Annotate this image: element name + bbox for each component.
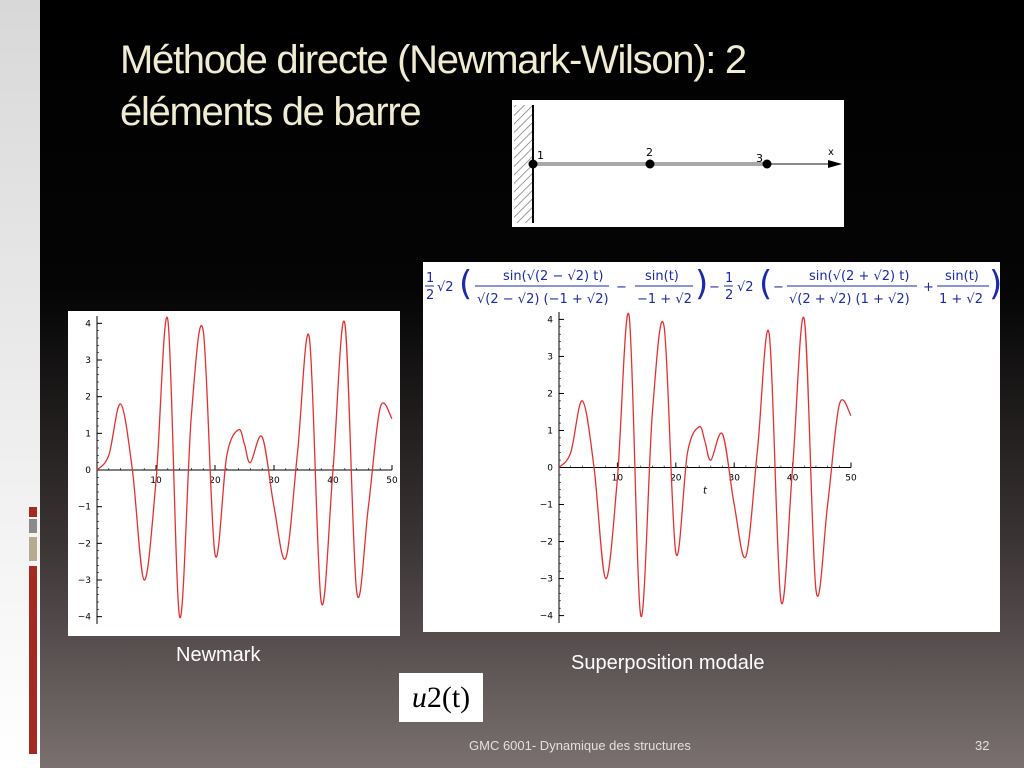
formula-sqrt2-a: √2: [437, 280, 454, 295]
caption-superposition: Superposition modale: [571, 652, 765, 674]
footer-page-number: 32: [975, 738, 990, 753]
modal-y-tick-label: 4: [547, 315, 553, 325]
newmark-series-line: [96, 316, 393, 619]
formula-term1-den: √(2 − √2) (−1 + √2): [477, 292, 609, 307]
formula-term3-den: √(2 + √2) (1 + √2): [789, 292, 910, 307]
modal-y-tick-label: −4: [540, 612, 554, 622]
formula-term2-num: sin(t): [645, 269, 679, 284]
modal-y-tick-label: 2: [547, 389, 553, 399]
formula-term2-den: −1 + √2: [637, 292, 692, 307]
newmark-y-tick-label: 3: [85, 356, 91, 366]
footer-course: GMC 6001- Dynamique des structures: [469, 738, 691, 753]
formula-minus-2: −: [709, 280, 720, 295]
newmark-y-tick-label: 4: [85, 319, 91, 329]
formula-half-num-2: 1: [725, 271, 733, 286]
modal-y-tick-label: −3: [540, 575, 553, 585]
bar-diagram-svg: 1 2 3 x: [514, 105, 842, 223]
formula-half-num: 1: [426, 271, 434, 286]
u2-of-t-label: u 2 (t): [399, 673, 483, 722]
formula-minus-3: −: [773, 280, 784, 295]
formula-sqrt2-b: √2: [737, 280, 754, 295]
modal-x-tick-label: 20: [670, 474, 682, 484]
analytic-formula: 1 2 √2 ( sin(√(2 − √2) t) √(2 − √2) (−1 …: [425, 264, 1000, 307]
formula-term3-num: sin(√(2 + √2) t): [809, 269, 909, 284]
formula-half-den: 2: [426, 288, 434, 303]
svg-text:(: (: [459, 264, 472, 304]
modal-y-tick-label: −2: [540, 538, 553, 548]
newmark-x-tick-label: 20: [209, 476, 221, 486]
modal-y-tick-label: 3: [547, 352, 553, 362]
formula-half-den-2: 2: [725, 288, 733, 303]
formula-term4-den: 1 + √2: [939, 292, 983, 307]
svg-text:): ): [989, 264, 1000, 304]
modal-superposition-plot: 1 2 √2 ( sin(√(2 − √2) t) √(2 − √2) (−1 …: [423, 262, 1000, 632]
newmark-y-tick-label: −4: [78, 613, 92, 623]
modal-y-tick-label: 0: [547, 464, 553, 474]
node-3-label: 3: [756, 152, 763, 165]
modal-x-tick-label: 40: [787, 474, 799, 484]
newmark-y-tick-label: −3: [78, 576, 91, 586]
slide-title-line2: éléments de barre: [120, 90, 422, 134]
fixed-support-hatch: [514, 105, 533, 223]
node-2: [645, 159, 655, 169]
modal-y-tick-label: −1: [540, 501, 553, 511]
newmark-x-tick-label: 40: [327, 476, 339, 486]
formula-term4-num: sin(t): [945, 269, 979, 284]
svg-text:(: (: [759, 264, 772, 304]
newmark-y-tick-label: 1: [85, 429, 91, 439]
node-1-label: 1: [537, 149, 544, 162]
modal-y-tick-label: 1: [547, 426, 553, 436]
newmark-plot: 4 3 2 1 0 −1 −2 −3 −4 10 20 30 40 50: [68, 311, 400, 636]
modal-series-line: [558, 312, 852, 618]
u2-var: u: [411, 680, 427, 714]
slide-title-line1: Méthode directe (Newmark-Wilson): 2: [120, 38, 747, 82]
formula-minus-1: −: [616, 280, 627, 295]
formula-term1-num: sin(√(2 − √2) t): [503, 269, 603, 284]
newmark-x-tick-label: 30: [268, 476, 280, 486]
newmark-x-tick-label: 50: [386, 476, 398, 486]
band-strip-grey: [29, 519, 37, 533]
node-3: [762, 159, 772, 169]
newmark-y-tick-label: −2: [78, 539, 91, 549]
u2-sub: 2: [426, 680, 442, 714]
svg-text:): ): [695, 264, 708, 304]
modal-x-tick-label: 50: [845, 474, 857, 484]
node-1: [528, 159, 538, 169]
axis-arrowhead: [828, 160, 842, 168]
axis-x-label: x: [828, 147, 834, 158]
modal-x-tick-label: 30: [728, 474, 740, 484]
newmark-y-tick-label: 2: [85, 393, 91, 403]
modal-x-axis-label: t: [703, 486, 708, 497]
newmark-y-tick-label: 0: [85, 466, 91, 476]
band-strip-tan: [29, 537, 37, 561]
band-strip-red-top: [29, 507, 37, 517]
u2-arg: (t): [441, 680, 471, 714]
caption-newmark: Newmark: [176, 644, 261, 666]
formula-plus: +: [923, 280, 934, 295]
node-2-label: 2: [646, 146, 653, 159]
newmark-y-tick-label: −1: [78, 503, 91, 513]
band-strip-red-long: [29, 566, 37, 754]
slide-title: Méthode directe (Newmark-Wilson): 2 élém…: [120, 34, 900, 138]
bar-element-diagram: 1 2 3 x: [512, 100, 844, 227]
